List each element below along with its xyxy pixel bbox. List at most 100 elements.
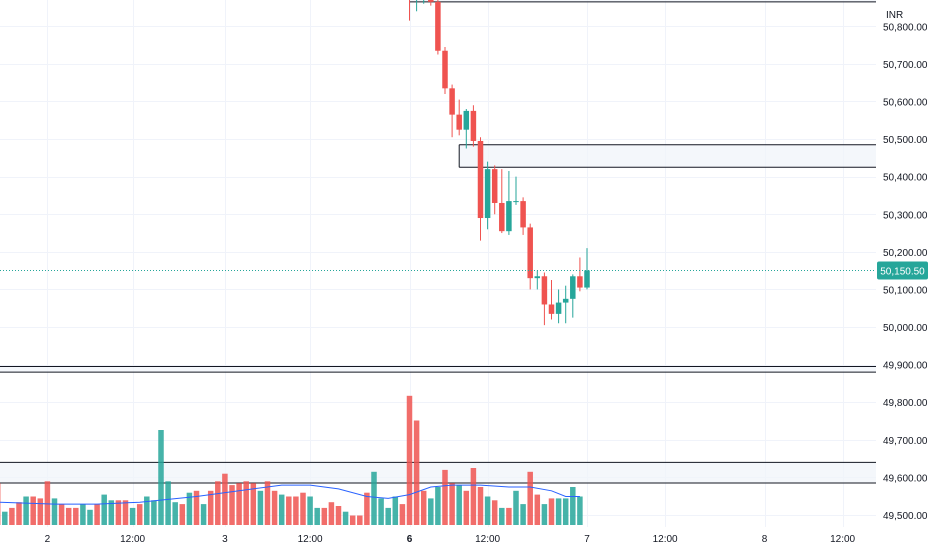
x-tick-label: 8	[762, 534, 768, 545]
candle	[570, 274, 576, 317]
volume-bar	[527, 472, 533, 525]
candle-body	[535, 276, 541, 278]
volume-bar	[236, 483, 242, 525]
candle	[428, 0, 434, 6]
volume-bar	[286, 497, 292, 526]
volume-bar	[59, 504, 65, 525]
y-tick-label: 50,200.00	[883, 248, 928, 259]
volume-bar	[272, 491, 278, 525]
candle-body	[506, 201, 512, 231]
y-tick-label: 49,900.00	[883, 361, 928, 372]
volume-bar	[180, 504, 186, 525]
volume-bar	[322, 508, 328, 525]
volume-bar	[364, 493, 370, 525]
candle-body	[456, 115, 462, 130]
candle-body	[570, 276, 576, 299]
volume-bar	[52, 498, 58, 525]
volume-bar	[101, 495, 107, 525]
y-tick-label: 49,600.00	[883, 473, 928, 484]
y-tick-label: 49,800.00	[883, 398, 928, 409]
candle-body	[471, 111, 477, 141]
x-tick-label: 12:00	[475, 534, 500, 545]
zone-fill-1	[459, 145, 876, 168]
volume-bar	[485, 497, 491, 526]
zone-fill-3	[0, 462, 876, 483]
y-tick-label: 50,500.00	[883, 135, 928, 146]
volume-bar	[357, 516, 363, 526]
volume-bar	[23, 497, 29, 526]
candle	[584, 248, 590, 289]
volume-bar	[329, 502, 335, 525]
zone-layer	[0, 0, 876, 483]
volume-bar	[116, 500, 122, 525]
candle-body	[442, 51, 448, 89]
candle-body	[513, 201, 519, 202]
volume-bar	[506, 508, 512, 525]
volume-bar	[2, 512, 8, 525]
volume-bar	[201, 504, 207, 525]
volume-bar	[513, 491, 519, 525]
candle-body	[499, 203, 505, 231]
volume-bar	[464, 491, 470, 525]
volume-bar	[407, 396, 413, 525]
candle	[442, 47, 448, 94]
currency-label: INR	[886, 10, 903, 21]
volume-bar	[478, 487, 484, 525]
candle-body	[464, 111, 470, 130]
volume-bar	[130, 508, 136, 525]
volume-bar	[45, 481, 51, 525]
volume-bar	[336, 506, 342, 525]
volume-bar	[456, 485, 462, 525]
candle	[435, 0, 441, 55]
volume-bar	[577, 497, 583, 526]
volume-bar	[172, 502, 178, 525]
volume-bar	[471, 468, 477, 525]
x-tick-label: 12:00	[298, 534, 323, 545]
y-tick-label: 49,500.00	[883, 511, 928, 522]
candle	[506, 171, 512, 235]
candle-body	[542, 276, 548, 304]
volume-bar	[343, 512, 349, 525]
x-tick-label: 2	[45, 534, 51, 545]
candle-body	[549, 304, 555, 313]
candle-body	[478, 141, 484, 218]
volume-bar	[435, 487, 441, 525]
volume-bar	[279, 495, 285, 525]
candle	[513, 177, 519, 205]
candle-body	[435, 2, 441, 51]
last-price-label: 50,150.50	[880, 266, 925, 277]
candle-body	[428, 0, 434, 2]
volume-bar	[144, 497, 150, 526]
candle-body	[584, 270, 590, 287]
y-tick-label: 49,700.00	[883, 436, 928, 447]
volume-bar	[123, 500, 129, 525]
grid-layer	[0, 0, 876, 527]
volume-bar	[563, 498, 569, 525]
candle-body	[492, 169, 498, 203]
x-tick-label: 12:00	[830, 534, 855, 545]
volume-bar	[393, 497, 399, 526]
volume-bar	[215, 481, 221, 525]
volume-bar	[570, 487, 576, 525]
candle-body	[485, 169, 491, 218]
volume-layer	[0, 396, 583, 525]
volume-bar	[293, 497, 299, 526]
volume-bar	[222, 474, 228, 525]
candle-body	[563, 299, 569, 303]
volume-bar	[499, 508, 505, 525]
volume-bar	[535, 495, 541, 525]
volume-bar	[137, 504, 143, 525]
volume-bar	[80, 504, 86, 525]
candle	[577, 257, 583, 291]
candle	[542, 273, 548, 326]
candle	[520, 197, 526, 235]
volume-bar	[165, 481, 171, 525]
volume-bar	[38, 498, 44, 525]
candle-body	[520, 201, 526, 227]
volume-bar	[16, 502, 22, 525]
volume-bar	[428, 498, 434, 525]
volume-bar	[73, 508, 79, 525]
candle	[527, 224, 533, 290]
